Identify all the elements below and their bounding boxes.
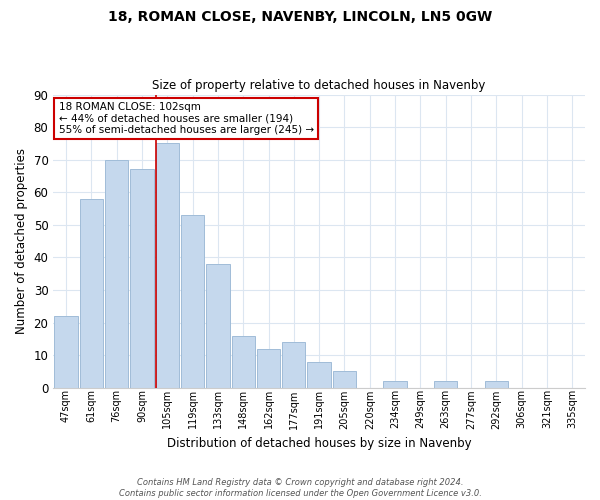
Bar xyxy=(307,362,331,388)
Bar xyxy=(130,170,154,388)
Bar xyxy=(434,382,457,388)
Bar xyxy=(181,215,204,388)
Y-axis label: Number of detached properties: Number of detached properties xyxy=(15,148,28,334)
Bar xyxy=(232,336,255,388)
Bar xyxy=(155,144,179,388)
Text: 18 ROMAN CLOSE: 102sqm
← 44% of detached houses are smaller (194)
55% of semi-de: 18 ROMAN CLOSE: 102sqm ← 44% of detached… xyxy=(59,102,314,135)
Bar xyxy=(105,160,128,388)
Text: Contains HM Land Registry data © Crown copyright and database right 2024.
Contai: Contains HM Land Registry data © Crown c… xyxy=(119,478,481,498)
Bar xyxy=(333,372,356,388)
Bar xyxy=(485,382,508,388)
Title: Size of property relative to detached houses in Navenby: Size of property relative to detached ho… xyxy=(152,79,486,92)
Bar xyxy=(383,382,407,388)
Text: 18, ROMAN CLOSE, NAVENBY, LINCOLN, LN5 0GW: 18, ROMAN CLOSE, NAVENBY, LINCOLN, LN5 0… xyxy=(108,10,492,24)
Bar xyxy=(282,342,305,388)
Bar xyxy=(257,348,280,388)
Bar xyxy=(206,264,230,388)
Bar xyxy=(55,316,77,388)
Bar xyxy=(80,199,103,388)
X-axis label: Distribution of detached houses by size in Navenby: Distribution of detached houses by size … xyxy=(167,437,472,450)
